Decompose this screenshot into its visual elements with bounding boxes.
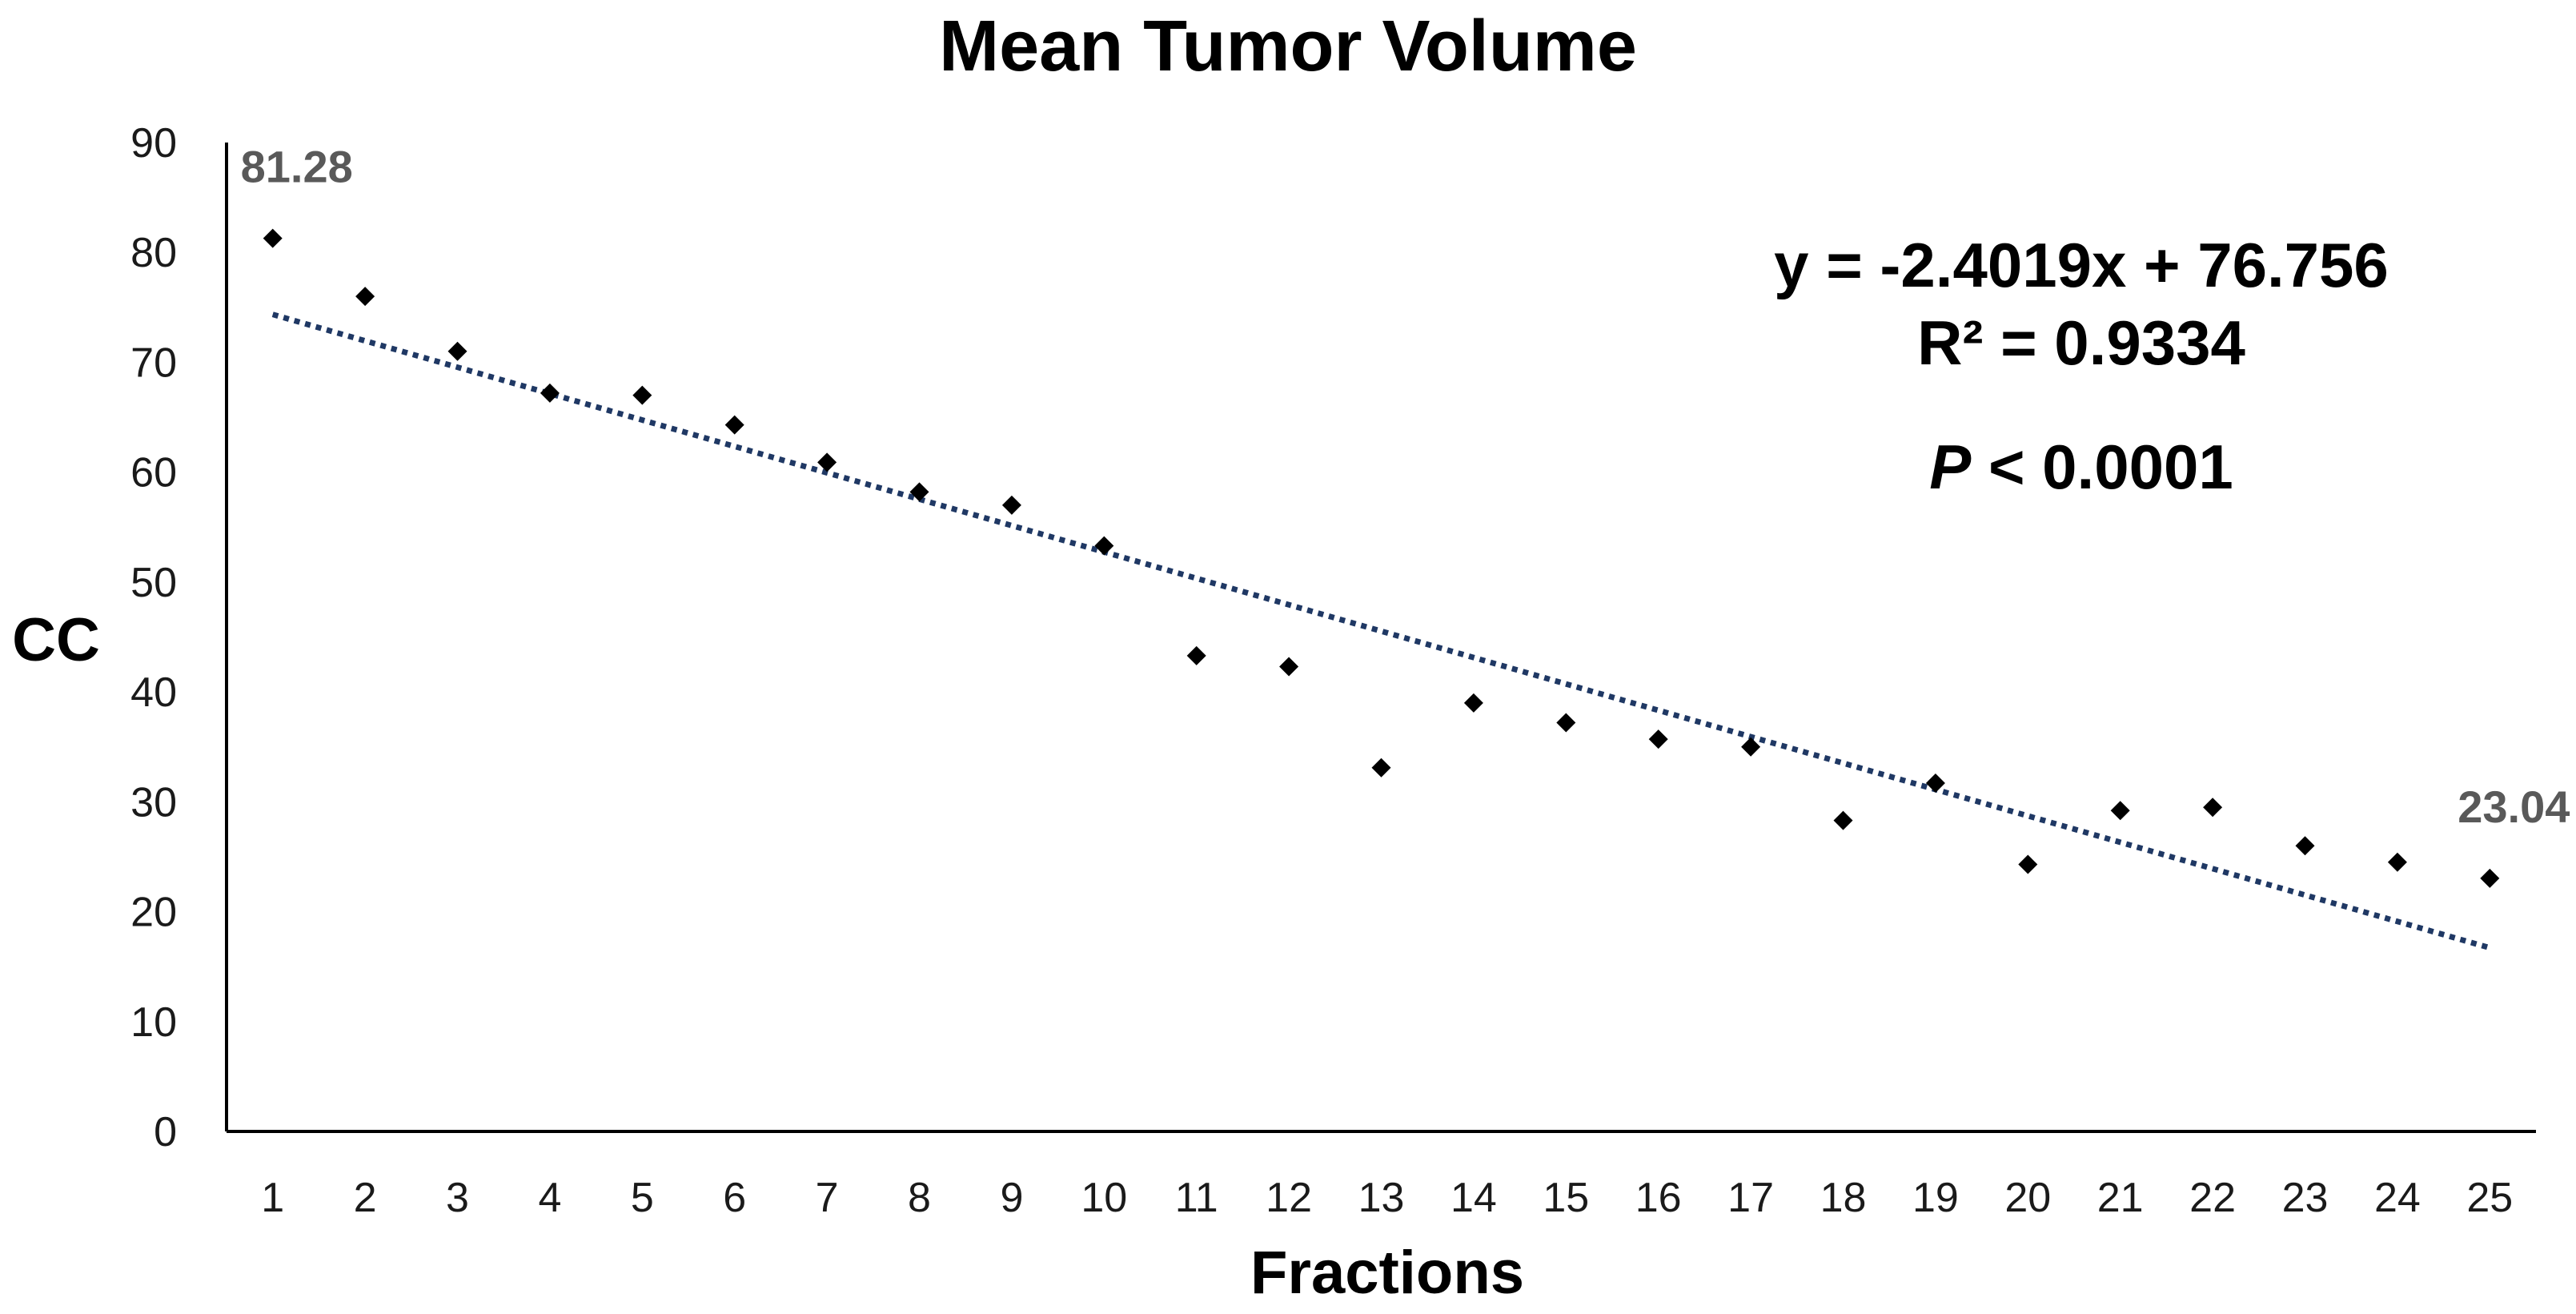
data-point	[909, 482, 929, 502]
data-labels: 81.28 23.04	[241, 142, 2570, 832]
x-tick-label: 17	[1727, 1175, 1774, 1221]
x-tick-label: 16	[1635, 1175, 1682, 1221]
x-tick-label: 23	[2282, 1175, 2329, 1221]
x-tick-label: 3	[446, 1175, 469, 1221]
x-tick-label: 7	[816, 1175, 839, 1221]
data-point	[2480, 868, 2500, 888]
data-point	[2018, 854, 2038, 874]
x-tick-label: 14	[1451, 1175, 1497, 1221]
data-point	[1094, 536, 1114, 556]
data-point	[1833, 810, 1853, 830]
p-value-symbol: P	[1929, 432, 1972, 502]
p-value: P < 0.0001	[1929, 432, 2233, 502]
x-tick-label: 8	[908, 1175, 931, 1221]
data-point	[632, 385, 652, 405]
x-tick-label: 15	[1543, 1175, 1589, 1221]
x-tick-label: 13	[1358, 1175, 1405, 1221]
data-point	[1463, 693, 1483, 713]
y-tick-label: 0	[154, 1109, 177, 1155]
data-point	[1741, 737, 1761, 757]
x-tick-label: 12	[1266, 1175, 1312, 1221]
y-tick-label: 10	[130, 999, 177, 1046]
data-points	[263, 228, 2500, 888]
x-tick-label: 5	[631, 1175, 654, 1221]
data-point	[263, 228, 283, 248]
linear-trendline	[271, 311, 2491, 951]
y-tick-label: 20	[130, 890, 177, 936]
x-tick-label: 24	[2374, 1175, 2421, 1221]
x-tick-label: 19	[1912, 1175, 1959, 1221]
x-tick-label: 25	[2466, 1175, 2513, 1221]
data-point	[1186, 645, 1206, 665]
data-point	[2110, 801, 2130, 821]
x-tick-labels: 1 2 3 4 5 6 7 8 9 10 11 12 13 14 15 16 17 18 19 20 21 22 23 24 2…	[261, 1175, 2513, 1221]
data-point	[817, 452, 837, 472]
data-point	[724, 415, 744, 435]
x-axis-title: Fractions	[1250, 1239, 1524, 1307]
chart-title: Mean Tumor Volume	[939, 6, 1637, 86]
x-tick-label: 18	[1820, 1175, 1867, 1221]
p-value-threshold: < 0.0001	[1971, 432, 2233, 502]
data-point	[1279, 657, 1299, 677]
data-point	[2387, 852, 2407, 872]
data-point	[447, 341, 467, 361]
y-tick-label: 90	[130, 120, 177, 167]
y-tick-label: 50	[130, 560, 177, 606]
y-tick-labels: 0 10 20 30 40 50 60 70 80 90	[130, 120, 177, 1155]
data-label: 23.04	[2458, 782, 2570, 832]
x-tick-label: 20	[2004, 1175, 2051, 1221]
data-point	[2295, 836, 2315, 856]
data-point	[1371, 757, 1391, 778]
y-tick-label: 60	[130, 450, 177, 496]
r-squared-value: R² = 0.9334	[1917, 307, 2245, 378]
y-tick-label: 70	[130, 340, 177, 386]
data-point	[355, 287, 375, 307]
regression-annotations: y = -2.4019x + 76.756 R² = 0.9334 P < 0.…	[1774, 230, 2389, 502]
x-tick-label: 22	[2189, 1175, 2236, 1221]
data-point	[1925, 774, 1945, 794]
data-point	[1556, 713, 1576, 733]
data-label: 81.28	[241, 142, 353, 192]
data-point	[540, 383, 560, 403]
x-tick-label: 11	[1175, 1175, 1218, 1221]
y-tick-label: 80	[130, 230, 177, 276]
x-tick-label: 21	[2097, 1175, 2144, 1221]
y-tick-label: 40	[130, 669, 177, 716]
data-point	[2203, 798, 2223, 818]
x-tick-label: 4	[538, 1175, 561, 1221]
x-tick-label: 1	[261, 1175, 284, 1221]
x-tick-label: 6	[723, 1175, 746, 1221]
y-axis-title: CC	[12, 606, 100, 674]
regression-equation: y = -2.4019x + 76.756	[1774, 230, 2389, 300]
x-tick-label: 9	[1000, 1175, 1023, 1221]
data-point	[1001, 495, 1021, 515]
data-point	[1648, 729, 1668, 749]
y-tick-label: 30	[130, 779, 177, 826]
x-tick-label: 2	[354, 1175, 377, 1221]
x-tick-label: 10	[1081, 1175, 1127, 1221]
